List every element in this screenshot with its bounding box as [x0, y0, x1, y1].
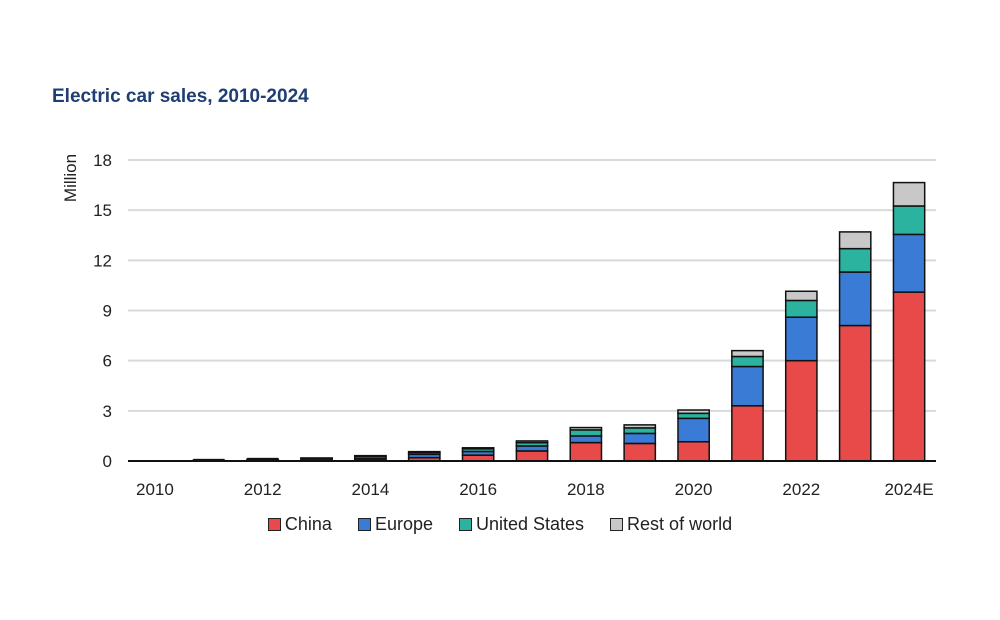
- y-tick-label: 3: [103, 402, 112, 421]
- bar-segment-rest-of-world: [569, 426, 603, 431]
- bar-segment-united-states: [892, 205, 926, 236]
- bar-segment-china: [623, 442, 657, 462]
- bar-segment-rest-of-world: [838, 231, 872, 250]
- legend-item-europe: Europe: [357, 514, 433, 535]
- x-tick-label: 2018: [567, 480, 605, 499]
- bar-segment-china: [838, 324, 872, 462]
- bar-segment-europe: [892, 233, 926, 293]
- bar-segment-rest-of-world: [354, 454, 387, 457]
- x-tick-label: 2024E: [884, 480, 933, 499]
- legend-label: China: [284, 514, 332, 534]
- legend-swatch: [267, 518, 281, 531]
- bars: [192, 181, 926, 462]
- legend-swatch: [610, 518, 624, 531]
- legend-label: Rest of world: [627, 514, 733, 534]
- bar-segment-rest-of-world: [677, 409, 710, 415]
- bar-segment-china: [892, 291, 926, 462]
- bar-small-total: [247, 457, 279, 461]
- legend-item-rest-of-world: Rest of world: [610, 514, 732, 535]
- y-tick-label: 12: [93, 251, 112, 270]
- legend-label: United States: [475, 514, 585, 534]
- bar-segment-europe: [838, 271, 872, 327]
- x-tick-label: 2012: [244, 480, 282, 499]
- x-tick-label: 2010: [136, 480, 174, 499]
- bar-segment-europe: [731, 365, 764, 407]
- bar-segment-europe: [677, 417, 710, 443]
- y-tick-label: 18: [93, 151, 112, 170]
- bar-segment-united-states: [623, 427, 657, 435]
- bar-segment-europe: [623, 432, 657, 445]
- bar-segment-china: [677, 441, 710, 462]
- bar-segment-rest-of-world: [731, 349, 764, 358]
- bar-segment-rest-of-world: [515, 440, 549, 444]
- bar-segment-united-states: [677, 412, 710, 420]
- legend-swatch: [458, 518, 472, 531]
- y-tick-label: 9: [103, 302, 112, 321]
- x-tick-label: 2020: [675, 480, 713, 499]
- bar-segment-rest-of-world: [407, 450, 441, 454]
- bar-segment-europe: [569, 435, 603, 444]
- legend-swatch: [357, 518, 371, 531]
- bar-segment-china: [515, 450, 549, 462]
- bar-segment-europe: [784, 316, 818, 362]
- bar-segment-united-states: [731, 355, 764, 368]
- bar-segment-europe: [515, 445, 549, 452]
- bar-segment-china: [569, 441, 603, 462]
- chart-title: Electric car sales, 2010-2024: [52, 86, 309, 107]
- bar-segment-china: [784, 359, 818, 462]
- x-tick-label: 2016: [459, 480, 497, 499]
- bar-segment-rest-of-world: [784, 290, 818, 302]
- legend-item-united-states: United States: [458, 514, 585, 535]
- legend-label: Europe: [374, 514, 433, 534]
- y-tick-label: 15: [93, 201, 112, 220]
- x-tick-label: 2014: [351, 480, 389, 499]
- legend-item-china: China: [267, 514, 332, 535]
- x-tick-label: 2022: [782, 480, 820, 499]
- bar-segment-united-states: [569, 429, 603, 437]
- bar-segment-rest-of-world: [623, 424, 657, 429]
- bar-segment-united-states: [784, 299, 818, 318]
- bar-segment-china: [731, 405, 764, 462]
- bar-segment-rest-of-world: [461, 447, 495, 450]
- axes: 0 3 6 9 12 15 18 2010 2012 2014 2016 2018 2020 2022 20…: [93, 151, 936, 499]
- bar-segment-united-states: [838, 247, 872, 273]
- y-tick-label: 0: [103, 452, 112, 471]
- y-tick-label: 6: [103, 352, 112, 371]
- y-axis-label: Million: [61, 154, 80, 202]
- bar-segment-rest-of-world: [892, 181, 926, 207]
- legend: China Europe United States Rest of world: [0, 514, 1000, 535]
